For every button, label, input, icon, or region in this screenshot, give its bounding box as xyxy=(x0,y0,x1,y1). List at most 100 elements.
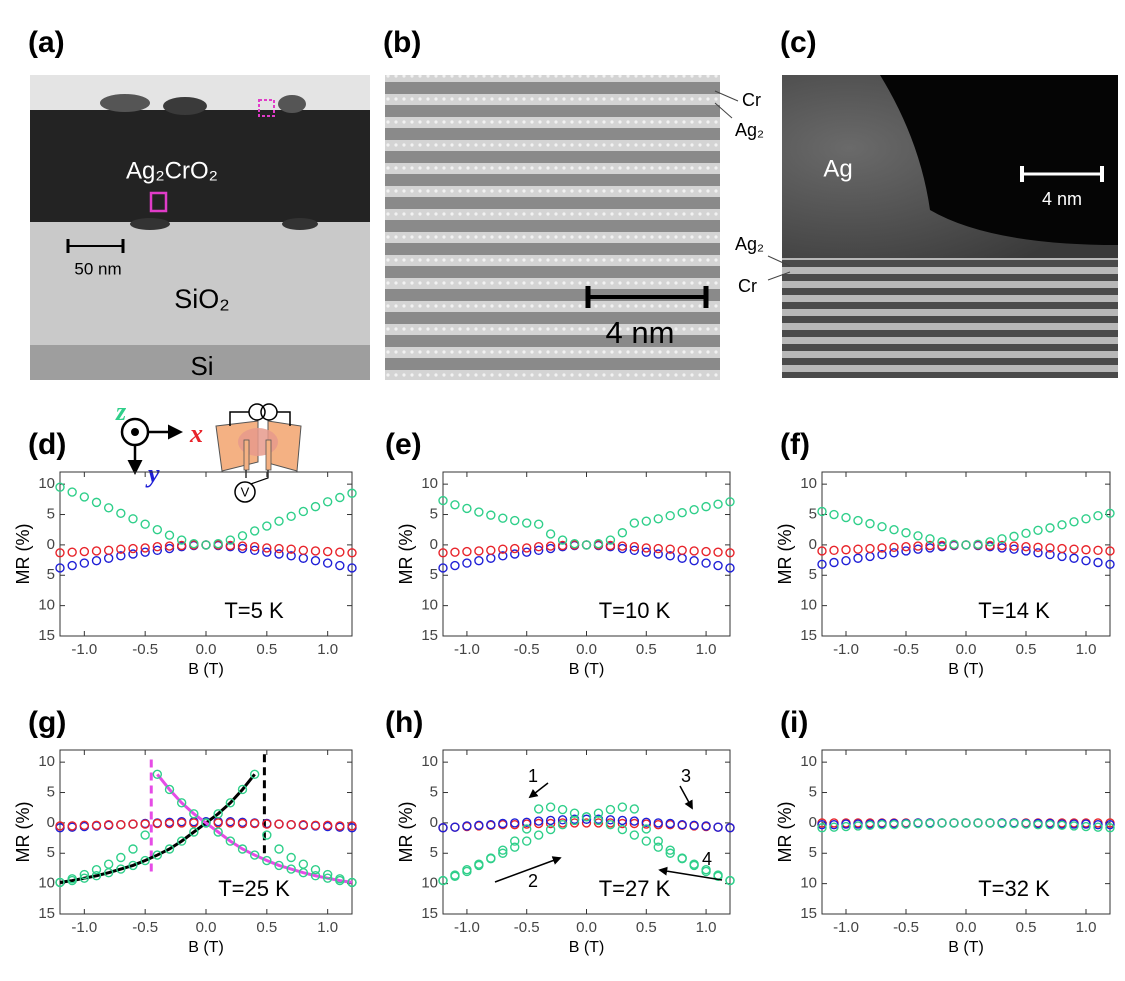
substrate-label: SiO₂ xyxy=(174,284,230,314)
data-point xyxy=(581,540,592,550)
data-point xyxy=(189,818,199,828)
grain xyxy=(163,97,207,115)
data-point xyxy=(486,553,496,563)
panel-label: (a) xyxy=(28,26,65,59)
y-tick-label: 0 xyxy=(809,536,817,553)
y-tick-label: 0 xyxy=(47,536,55,553)
data-point xyxy=(237,531,248,541)
data-point xyxy=(322,546,333,557)
data-point xyxy=(937,537,947,547)
data-point xyxy=(617,818,628,829)
data-point xyxy=(55,482,65,492)
data-point xyxy=(1045,820,1055,830)
y-tick-label: 15 xyxy=(38,905,55,922)
data-point xyxy=(1021,542,1031,552)
data-point xyxy=(1105,820,1115,830)
data-point xyxy=(617,802,628,812)
panel-b: 4 nm Cr Ag₂ (b) xyxy=(383,26,764,380)
x-tick-label: 1.0 xyxy=(317,641,338,658)
panel-label: (f) xyxy=(780,428,810,461)
data-point xyxy=(665,551,675,561)
data-point xyxy=(665,818,675,829)
data-point xyxy=(55,563,65,573)
data-point xyxy=(677,553,687,563)
data-point xyxy=(486,853,496,863)
x-tick-label: 0.5 xyxy=(636,641,657,658)
data-point xyxy=(522,547,532,557)
data-point xyxy=(450,822,460,832)
scale-label: 50 nm xyxy=(74,259,121,278)
data-point xyxy=(310,546,321,556)
data-point xyxy=(510,515,520,526)
data-point xyxy=(949,539,959,549)
data-point xyxy=(103,867,114,878)
y-tick-label: 15 xyxy=(800,905,817,922)
data-point xyxy=(901,546,911,556)
x-axis-label: B (T) xyxy=(948,661,984,678)
layer-label: Cr xyxy=(742,90,761,110)
data-point xyxy=(486,820,496,830)
data-point xyxy=(79,558,90,568)
annotation: T=27 K xyxy=(599,876,671,901)
data-point xyxy=(262,521,272,531)
data-point xyxy=(225,818,236,828)
data-point xyxy=(164,541,175,551)
data-point xyxy=(1069,821,1079,831)
data-point xyxy=(829,509,839,520)
data-point xyxy=(653,549,663,559)
data-point xyxy=(689,820,699,831)
data-point xyxy=(310,864,321,875)
data-point xyxy=(557,815,568,825)
data-point xyxy=(617,815,628,826)
x-tick-label: -0.5 xyxy=(132,919,158,936)
data-point xyxy=(713,560,723,571)
data-point xyxy=(347,821,357,831)
data-point xyxy=(1045,549,1055,560)
data-point xyxy=(335,547,345,557)
y-tick-label: 5 xyxy=(430,783,438,800)
data-point xyxy=(641,516,651,526)
data-point xyxy=(1057,820,1067,831)
data-point xyxy=(1105,546,1115,556)
data-point xyxy=(298,506,309,517)
data-point xyxy=(725,563,735,573)
data-point xyxy=(322,497,333,507)
data-point xyxy=(262,855,272,866)
panel-label: (b) xyxy=(383,26,421,59)
data-point xyxy=(701,821,711,831)
data-point xyxy=(629,518,640,528)
data-point xyxy=(677,820,687,830)
y-tick-label: 10 xyxy=(800,597,817,614)
y-tick-label: 5 xyxy=(430,844,438,861)
data-point xyxy=(335,821,345,831)
inset: z x y V xyxy=(115,397,302,503)
data-point xyxy=(67,487,77,497)
data-point xyxy=(901,819,911,829)
lattice-image xyxy=(782,258,1118,378)
data-point xyxy=(677,507,687,518)
data-point xyxy=(286,544,296,554)
data-point xyxy=(91,820,102,831)
data-point xyxy=(498,848,508,858)
data-point xyxy=(1021,528,1031,539)
data-point xyxy=(522,836,532,846)
data-point xyxy=(91,497,102,508)
data-point xyxy=(853,553,863,563)
data-point xyxy=(557,820,568,830)
data-point xyxy=(641,543,651,553)
y-tick-label: 5 xyxy=(809,783,817,800)
data-point xyxy=(985,540,995,551)
panel-label: (i) xyxy=(780,706,808,739)
data-point xyxy=(498,551,508,561)
data-point xyxy=(310,501,321,512)
x-tick-label: -0.5 xyxy=(893,641,919,658)
data-point xyxy=(522,817,532,827)
data-point xyxy=(128,860,138,871)
data-point xyxy=(889,525,899,535)
x-tick-label: 0.5 xyxy=(256,641,277,658)
data-point xyxy=(274,549,284,559)
data-point xyxy=(249,542,260,552)
panel-label: (d) xyxy=(28,428,66,461)
